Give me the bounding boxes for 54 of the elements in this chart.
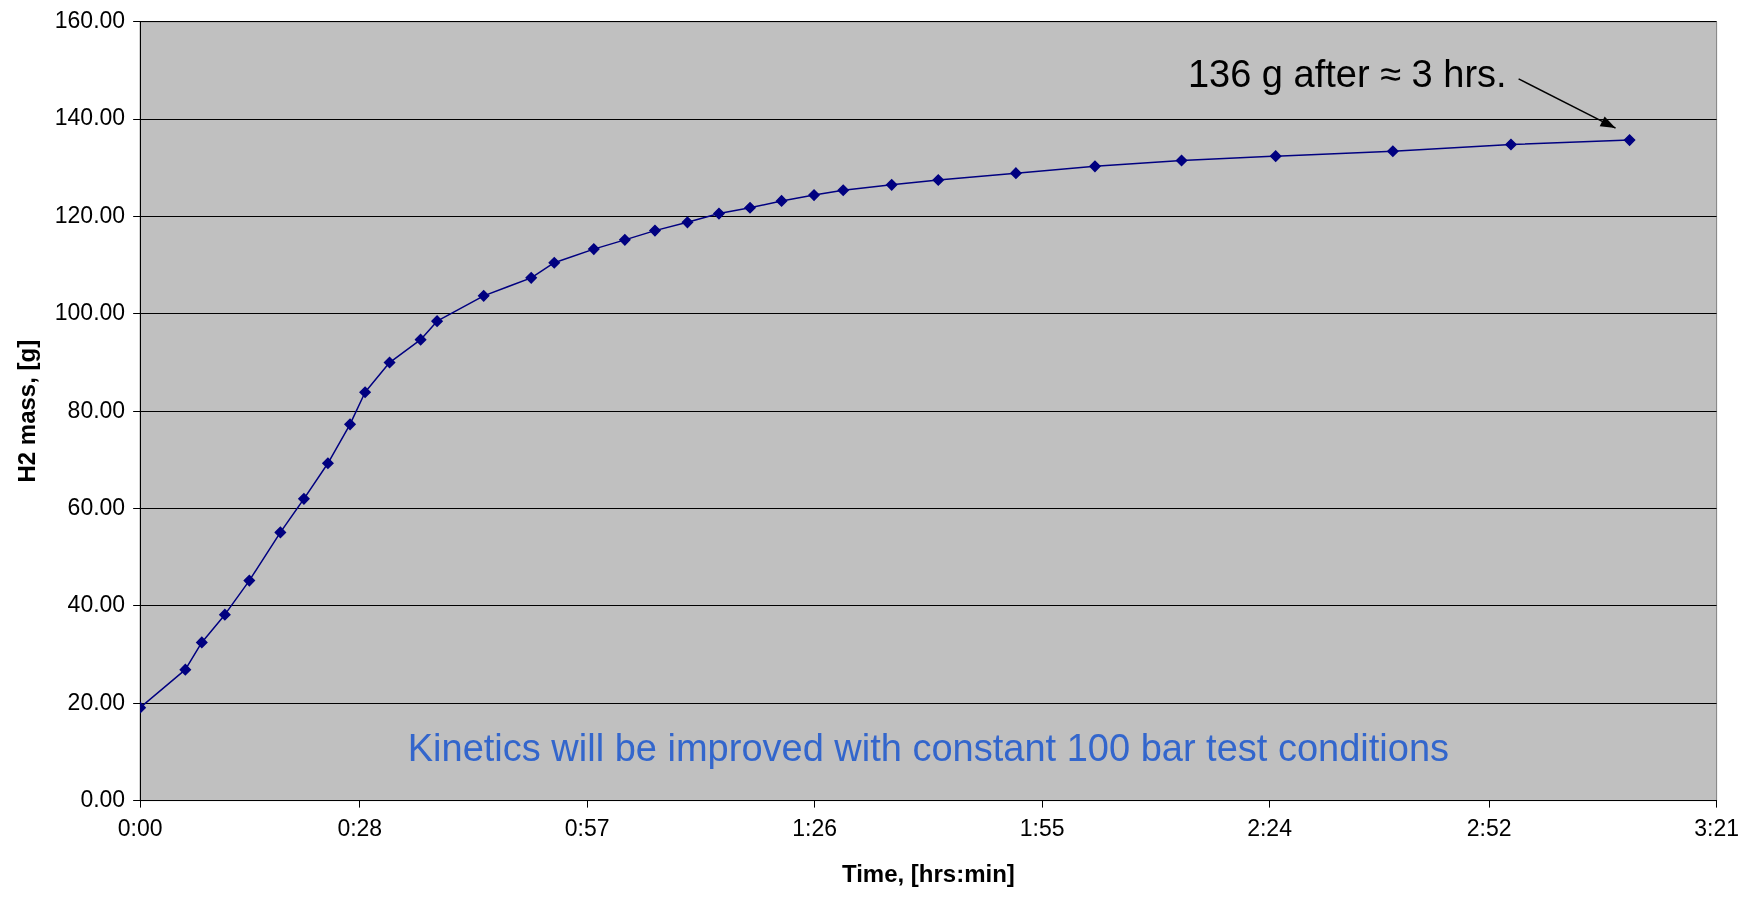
- point: [619, 234, 631, 246]
- point: [885, 179, 898, 191]
- y-tick-label: 160.00: [54, 7, 126, 34]
- point: [1010, 167, 1022, 179]
- x-tick-label: 1:55: [1019, 814, 1065, 841]
- point: [681, 216, 694, 229]
- point: [179, 663, 192, 676]
- point: [219, 608, 231, 621]
- point: [1089, 160, 1101, 173]
- y-tick-label: 20.00: [67, 688, 126, 715]
- point: [1269, 150, 1282, 162]
- point: [775, 195, 788, 207]
- x-tick-label: 3:21: [1694, 814, 1739, 841]
- point: [477, 290, 490, 302]
- point: [525, 272, 537, 284]
- y-tick-label: 80.00: [67, 396, 126, 423]
- y-tick-label: 140.00: [54, 104, 126, 131]
- point: [808, 189, 820, 201]
- point: [588, 243, 600, 255]
- point: [1387, 145, 1399, 158]
- point: [414, 333, 427, 346]
- x-tick-label: 0:28: [337, 814, 383, 841]
- y-tick-label: 0.00: [80, 785, 126, 812]
- point: [837, 184, 849, 196]
- annotation: Kinetics will be improved with constant 100 bar test conditions: [407, 727, 1450, 770]
- x-axis-title: Time, [hrs:min]: [841, 860, 1015, 888]
- point: [713, 207, 725, 220]
- point: [196, 636, 208, 649]
- point: [548, 256, 561, 269]
- y-tick-label: 100.00: [54, 299, 126, 326]
- x-tick-label: 0:00: [117, 814, 163, 841]
- point: [431, 315, 443, 327]
- point: [1623, 134, 1636, 146]
- x-tick-label: 1:26: [792, 814, 838, 841]
- x-tick-label: 2:24: [1247, 814, 1293, 841]
- point: [243, 574, 256, 587]
- y-tick-label: 40.00: [67, 591, 126, 618]
- point: [1505, 138, 1517, 151]
- point: [344, 418, 356, 431]
- point: [1175, 154, 1188, 167]
- x-tick-label: 0:57: [564, 814, 610, 841]
- y-axis-title: H2 mass, [g]: [13, 339, 41, 483]
- x-tick-label: 2:52: [1466, 814, 1512, 841]
- point: [359, 386, 371, 398]
- point: [274, 526, 287, 539]
- point: [744, 201, 756, 214]
- point: [322, 457, 334, 470]
- point: [649, 224, 661, 237]
- y-tick-label: 120.00: [54, 201, 126, 228]
- point: [298, 493, 310, 505]
- point: [383, 356, 396, 369]
- annotation: 136 g after ≈ 3 hrs.: [1187, 53, 1507, 96]
- y-tick-label: 60.00: [67, 493, 126, 520]
- point: [932, 174, 945, 186]
